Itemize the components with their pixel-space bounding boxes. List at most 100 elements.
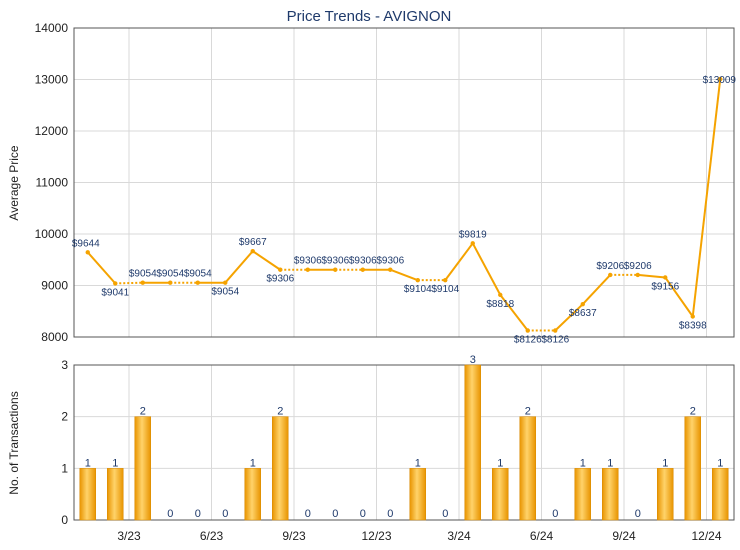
price-point	[470, 241, 475, 246]
price-data-label: $9667	[239, 237, 267, 248]
x-tick-label: 9/23	[282, 529, 306, 543]
price-line-segment	[224, 250, 254, 284]
transactions-y-tick: 1	[61, 461, 68, 475]
x-tick-label: 6/23	[200, 529, 224, 543]
transaction-bar	[272, 416, 289, 521]
price-data-label: $8398	[679, 321, 707, 332]
transactions-y-axis-label: No. of Transactions	[7, 391, 21, 494]
x-tick-label: 12/23	[361, 529, 391, 543]
transaction-data-label: 1	[112, 457, 118, 469]
price-point	[690, 314, 695, 319]
price-data-label: $9306	[376, 256, 404, 267]
price-point	[168, 280, 173, 285]
price-y-tick: 8000	[41, 330, 68, 344]
x-tick-label: 6/24	[530, 529, 554, 543]
price-line-segment	[252, 250, 281, 271]
price-data-label: $9819	[459, 229, 487, 240]
transaction-data-label: 0	[635, 508, 641, 520]
chart-title: Price Trends - AVIGNON	[287, 8, 452, 25]
price-y-tick: 9000	[41, 279, 68, 293]
price-point	[498, 292, 503, 298]
transaction-data-label: 0	[387, 508, 393, 520]
price-data-label: $9156	[651, 281, 679, 292]
transactions-y-tick: 3	[61, 358, 68, 372]
transaction-bar	[492, 468, 509, 521]
transactions-plot-frame	[73, 364, 735, 521]
price-line-segment	[444, 242, 474, 281]
price-data-label: $9054	[129, 269, 157, 280]
price-data-label: $8637	[569, 308, 597, 319]
price-data-label: $13009	[703, 75, 737, 86]
x-tick-label: 12/24	[691, 529, 721, 543]
price-point	[113, 281, 118, 286]
price-line-segment	[389, 268, 419, 282]
price-point	[443, 277, 448, 283]
price-data-label: $8126	[541, 335, 569, 346]
price-y-tick: 10000	[35, 227, 69, 241]
price-data-label: $9306	[266, 274, 294, 285]
price-data-label: $9306	[294, 256, 322, 267]
transaction-data-label: 0	[195, 508, 201, 520]
price-data-label: $9644	[72, 238, 100, 249]
transaction-bar	[657, 468, 674, 521]
transaction-data-label: 0	[442, 508, 448, 520]
transaction-bar	[79, 468, 96, 521]
transaction-bar	[244, 468, 261, 521]
price-line-segment	[582, 274, 611, 305]
price-point	[305, 267, 310, 272]
price-point	[635, 272, 640, 278]
price-plot-frame	[73, 27, 735, 338]
x-tick-label: 3/23	[117, 529, 141, 543]
transaction-data-label: 0	[332, 508, 338, 520]
price-y-tick: 11000	[36, 176, 69, 190]
transaction-data-label: 1	[415, 457, 421, 469]
price-line-segment	[499, 294, 529, 332]
price-data-label: $9041	[101, 287, 129, 298]
transaction-data-label: 2	[525, 406, 531, 418]
price-data-label: $9054	[156, 269, 184, 280]
price-y-tick: 12000	[35, 124, 69, 138]
price-data-label: $9206	[596, 261, 624, 272]
transactions-y-tick: 0	[61, 513, 68, 527]
transaction-data-label: 2	[277, 406, 283, 418]
transaction-bar	[134, 416, 151, 521]
price-y-tick: 13000	[35, 73, 69, 87]
transaction-bar	[684, 416, 701, 521]
price-line-segment	[471, 242, 502, 296]
price-data-label: $9054	[184, 269, 212, 280]
transaction-data-label: 1	[717, 457, 723, 469]
price-y-tick: 14000	[35, 21, 69, 35]
transaction-data-label: 1	[250, 457, 256, 469]
price-point	[85, 250, 90, 255]
price-point	[333, 267, 338, 272]
price-data-label: $8818	[486, 299, 514, 310]
price-point	[195, 280, 200, 285]
x-tick-label: 9/24	[612, 529, 636, 543]
x-tick-label: 3/24	[447, 529, 471, 543]
transaction-bar	[519, 416, 536, 521]
price-point	[718, 76, 723, 82]
transaction-bar	[574, 468, 591, 521]
price-data-label: $9104	[404, 284, 432, 295]
price-point	[388, 267, 393, 272]
transactions-panel: 0 1 2 3 3/23 6/23 9/23 12/23 3/24 6/24 9/24 12/24 1 1…	[61, 354, 735, 543]
price-data-label: $9104	[431, 284, 459, 295]
transaction-data-label: 1	[580, 457, 586, 469]
price-data-label: $8126	[514, 335, 542, 346]
transaction-bar	[464, 364, 481, 521]
price-data-label: $9306	[349, 256, 377, 267]
price-point	[553, 328, 558, 333]
transaction-data-label: 0	[360, 508, 366, 520]
price-point	[580, 301, 585, 307]
transaction-bar	[409, 468, 426, 521]
price-point	[415, 277, 420, 283]
price-point	[140, 280, 145, 285]
price-point	[525, 328, 530, 333]
price-line-segment	[691, 78, 722, 317]
transaction-bar	[712, 468, 729, 521]
transaction-data-label: 3	[470, 354, 476, 366]
price-line-segment	[637, 273, 666, 279]
transaction-data-label: 2	[140, 406, 146, 418]
price-line-segment	[87, 251, 116, 285]
